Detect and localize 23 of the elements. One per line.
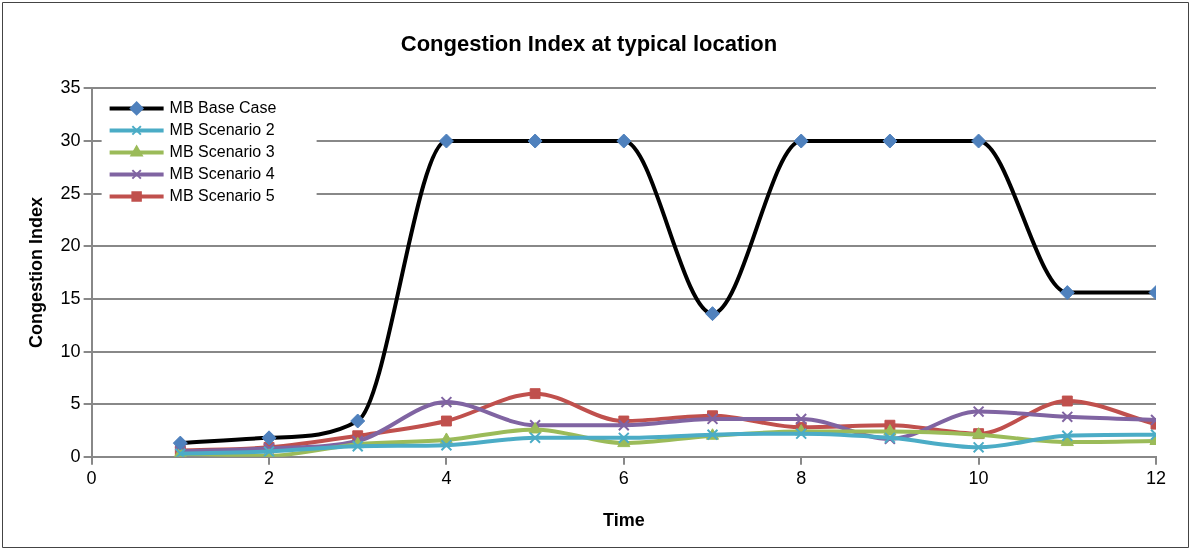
legend-label: MB Scenario 4 (169, 164, 275, 182)
y-tick-label: 20 (60, 235, 81, 256)
x-axis-title: Time (602, 510, 645, 531)
y-tick-label: 5 (70, 393, 81, 414)
y-tick-label: 10 (60, 340, 81, 361)
x-tick-label: 12 (1145, 467, 1167, 488)
legend-label: MB Scenario 3 (169, 142, 275, 160)
x-tick-label: 10 (968, 467, 989, 488)
chart-title: Congestion Index at typical location (400, 31, 778, 57)
y-tick-label: 30 (60, 130, 81, 150)
y-tick-label: 0 (70, 445, 81, 466)
legend-label: MB Scenario 5 (169, 186, 275, 204)
legend-label: MB Scenario 2 (169, 120, 275, 138)
x-tick-label: 2 (264, 467, 275, 488)
y-axis-title: Congestion Index (25, 197, 46, 349)
y-tick-label: 35 (60, 77, 81, 98)
x-tick-label: 8 (796, 467, 807, 488)
x-tick-label: 4 (441, 467, 452, 488)
x-tick-label: 0 (86, 467, 97, 488)
y-tick-label: 15 (60, 287, 81, 308)
x-tick-label: 6 (618, 467, 629, 488)
y-tick-label: 25 (60, 182, 81, 203)
legend-label: MB Base Case (169, 98, 277, 116)
